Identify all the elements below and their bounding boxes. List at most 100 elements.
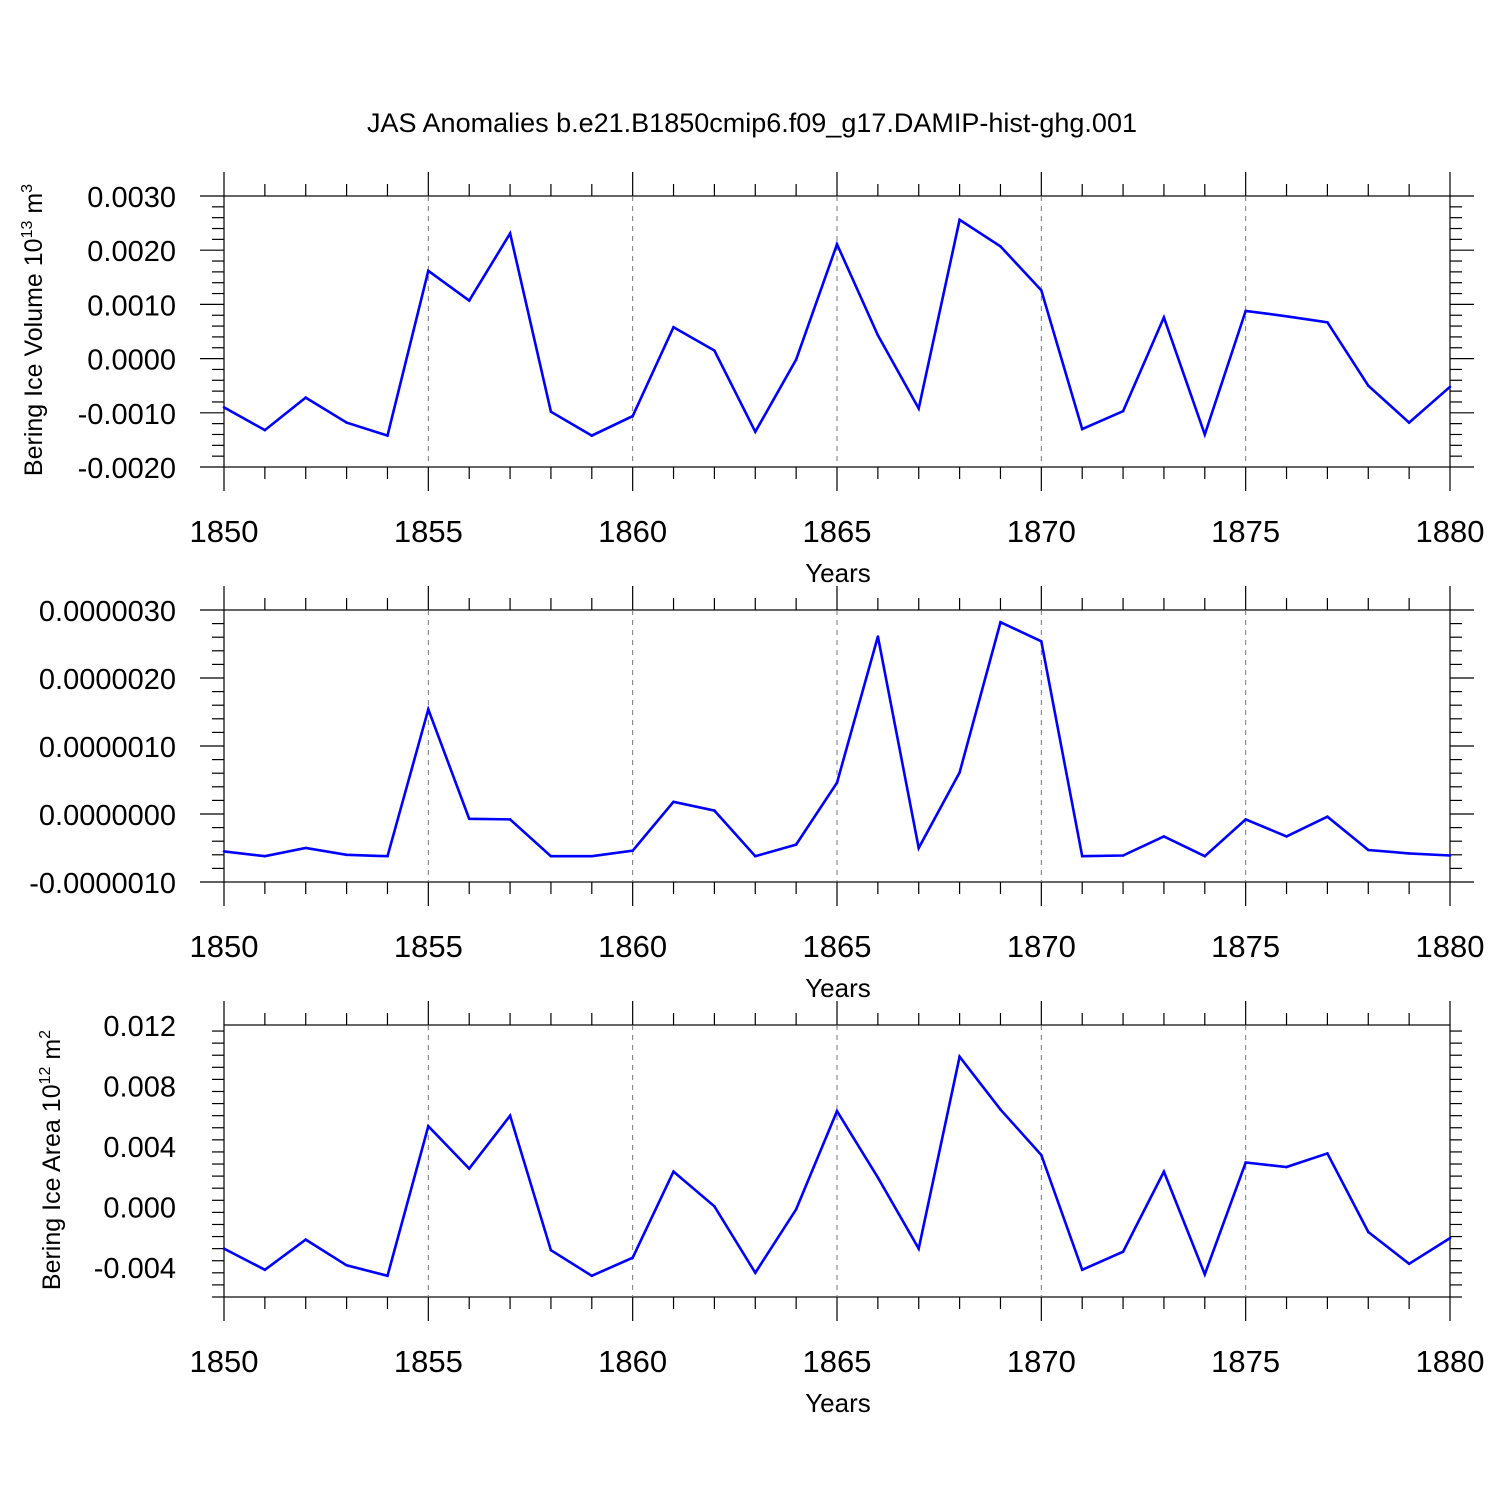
data-point bbox=[754, 1271, 757, 1275]
data-point bbox=[876, 1176, 880, 1179]
data-point bbox=[917, 407, 920, 410]
data-point bbox=[263, 428, 267, 432]
x-tick-label: 1880 bbox=[1416, 929, 1485, 964]
y-tick-label: -0.0000010 bbox=[29, 868, 176, 900]
y-tick-label: 0.008 bbox=[103, 1071, 176, 1103]
data-point bbox=[590, 854, 594, 858]
data-point bbox=[549, 1248, 553, 1252]
data-point bbox=[1285, 315, 1288, 318]
data-point bbox=[304, 396, 308, 399]
data-point bbox=[1162, 1170, 1166, 1173]
data-point bbox=[958, 771, 961, 774]
y-tick-label: 0.0010 bbox=[87, 290, 176, 322]
data-point bbox=[345, 421, 348, 424]
data-point bbox=[508, 818, 512, 821]
data-point bbox=[345, 853, 348, 857]
data-point bbox=[1121, 1250, 1125, 1253]
panel-volume: -0.0020 -0.0010 0.0000 0.0010 0.0020 0.0030 18… bbox=[19, 172, 1484, 588]
data-point bbox=[1326, 1152, 1329, 1155]
y-tick-label: -0.0020 bbox=[78, 453, 176, 485]
x-tick-label: 1850 bbox=[190, 514, 259, 549]
data-point bbox=[672, 1170, 675, 1173]
x-axis-label: Years bbox=[805, 973, 871, 1003]
data-point bbox=[1448, 854, 1452, 857]
x-tick-label: 1865 bbox=[803, 929, 872, 964]
data-point bbox=[549, 410, 553, 414]
panel-area: -0.004 0.000 0.004 0.008 0.012 1850 1855 1860 18… bbox=[37, 1001, 1484, 1418]
data-point bbox=[631, 849, 634, 852]
x-axis-label: Years bbox=[805, 1388, 871, 1418]
data-point bbox=[713, 809, 716, 812]
data-point bbox=[222, 406, 226, 409]
data-point bbox=[1040, 640, 1043, 643]
panel-middle: -0.0000010 0.0000000 0.0000010 0.0000020 0.0… bbox=[29, 586, 1484, 1003]
data-point bbox=[1448, 1236, 1452, 1240]
y-tick-label: 0.000 bbox=[103, 1192, 176, 1224]
y-axis-label-main: Bering Ice Volume 10 bbox=[20, 238, 48, 476]
x-tick-label: 1870 bbox=[1007, 929, 1076, 964]
chart-title: JAS Anomalies b.e21.B1850cmip6.f09_g17.D… bbox=[367, 108, 1137, 138]
data-point bbox=[1326, 815, 1329, 818]
x-tick-label: 1855 bbox=[394, 1344, 463, 1379]
y-axis-label-main: Bering Ice Area 10 bbox=[38, 1084, 66, 1290]
data-point bbox=[304, 1238, 308, 1241]
data-point bbox=[835, 781, 839, 784]
data-point bbox=[1367, 1230, 1370, 1234]
data-point bbox=[1244, 1161, 1247, 1164]
data-point bbox=[754, 430, 757, 434]
data-point bbox=[672, 800, 675, 804]
data-point bbox=[590, 1274, 594, 1278]
y-tick-label: 0.0020 bbox=[87, 236, 176, 268]
x-tick-label: 1870 bbox=[1007, 514, 1076, 549]
y-axis-label-unit: m bbox=[20, 193, 48, 221]
x-tick-label: 1860 bbox=[598, 1344, 667, 1379]
data-point bbox=[1203, 854, 1207, 858]
data-point bbox=[427, 708, 430, 711]
data-point bbox=[427, 269, 430, 273]
data-point bbox=[1162, 835, 1166, 838]
data-point bbox=[467, 299, 471, 302]
x-tick-label: 1860 bbox=[598, 514, 667, 549]
data-point bbox=[386, 854, 389, 858]
data-point bbox=[1080, 854, 1084, 858]
data-point bbox=[794, 843, 798, 846]
data-point bbox=[1203, 433, 1207, 436]
data-point bbox=[1121, 854, 1125, 857]
data-point bbox=[999, 620, 1002, 624]
data-point bbox=[1407, 852, 1411, 855]
y-axis-label-unit-exponent: 2 bbox=[37, 1030, 54, 1039]
x-tick-label: 1850 bbox=[190, 1344, 259, 1379]
data-point bbox=[1326, 321, 1329, 324]
data-point bbox=[1244, 818, 1247, 821]
data-point bbox=[794, 358, 798, 362]
y-axis-label-unit: m bbox=[38, 1039, 66, 1067]
data-point bbox=[1080, 1268, 1084, 1272]
data-point bbox=[1244, 309, 1247, 313]
x-tick-label: 1855 bbox=[394, 514, 463, 549]
y-tick-label: -0.0010 bbox=[78, 399, 176, 431]
data-point bbox=[1407, 1262, 1411, 1266]
data-point bbox=[794, 1208, 798, 1211]
data-point bbox=[1407, 421, 1411, 424]
data-point bbox=[1203, 1273, 1207, 1276]
x-tick-label: 1880 bbox=[1416, 1344, 1485, 1379]
y-tick-label: 0.0000020 bbox=[39, 664, 176, 696]
data-point bbox=[467, 1167, 471, 1170]
data-point bbox=[467, 817, 471, 821]
y-tick-label: 0.0030 bbox=[87, 182, 176, 214]
data-point bbox=[999, 1108, 1002, 1111]
data-point bbox=[508, 232, 512, 235]
data-point bbox=[386, 434, 389, 437]
y-tick-label: 0.004 bbox=[103, 1132, 176, 1164]
x-tick-label: 1880 bbox=[1416, 514, 1485, 549]
y-tick-label: 0.012 bbox=[103, 1011, 176, 1043]
y-axis-label-unit-exponent: 3 bbox=[19, 184, 36, 193]
data-point bbox=[1448, 385, 1452, 389]
data-point bbox=[345, 1264, 348, 1267]
data-point bbox=[222, 850, 226, 853]
data-point bbox=[263, 854, 267, 858]
y-tick-label: 0.0000010 bbox=[39, 732, 176, 764]
data-point bbox=[835, 242, 839, 246]
y-axis-label: Bering Ice Volume 1013 m3 bbox=[19, 184, 48, 476]
